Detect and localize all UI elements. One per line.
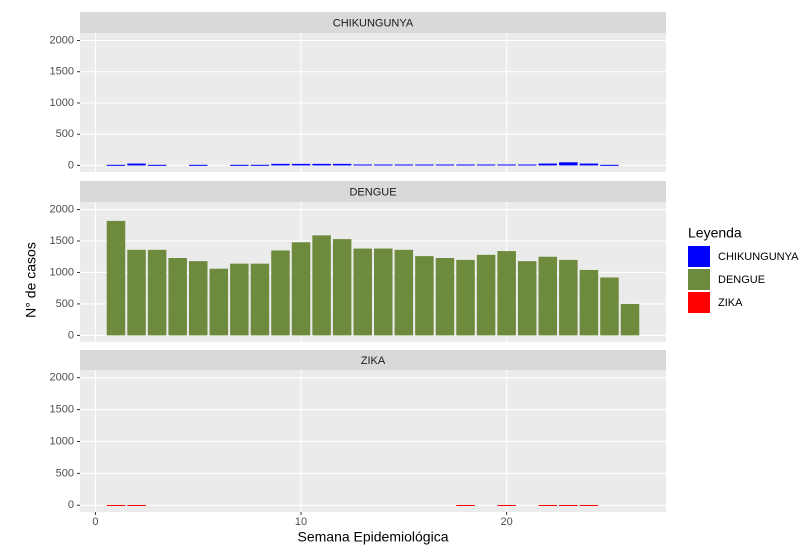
x-axis-label: Semana Epidemiológica xyxy=(298,529,449,545)
bar xyxy=(332,163,352,166)
bar xyxy=(394,164,414,166)
legend-label: CHIKUNGUNYA xyxy=(718,251,799,263)
legend-key xyxy=(688,269,710,290)
bar xyxy=(188,261,208,336)
bar xyxy=(250,164,270,166)
y-tick-label: 500 xyxy=(56,298,74,310)
bar xyxy=(374,248,393,336)
bar xyxy=(579,269,599,336)
bar xyxy=(250,263,270,336)
bar xyxy=(106,504,126,506)
bar xyxy=(312,235,331,336)
y-tick-label: 1500 xyxy=(50,235,74,247)
bar xyxy=(559,162,578,166)
strip-label: DENGUE xyxy=(349,186,396,198)
strip-label: ZIKA xyxy=(361,355,386,367)
y-axis-label: N° de casos xyxy=(23,242,39,318)
strip xyxy=(80,181,666,202)
bar xyxy=(415,164,434,166)
y-tick-label: 1500 xyxy=(50,66,74,78)
bar xyxy=(415,256,434,336)
bar xyxy=(476,164,496,166)
bar xyxy=(538,256,558,336)
bar xyxy=(353,164,372,166)
bar xyxy=(127,249,146,336)
bar xyxy=(517,261,537,336)
bar xyxy=(559,259,578,336)
bar xyxy=(127,163,146,166)
bar xyxy=(188,164,208,166)
bar xyxy=(497,251,516,336)
bar xyxy=(559,504,578,506)
bar xyxy=(147,249,167,336)
bar xyxy=(374,164,393,166)
bar xyxy=(497,164,516,166)
bar xyxy=(497,504,516,506)
legend-label: ZIKA xyxy=(718,297,743,309)
x-tick-label: 10 xyxy=(295,516,307,528)
bar xyxy=(353,248,372,336)
bar xyxy=(271,163,290,166)
strip xyxy=(80,350,666,370)
bar xyxy=(435,164,455,166)
y-tick-label: 2000 xyxy=(50,203,74,215)
bar xyxy=(332,239,352,336)
legend-title: Leyenda xyxy=(688,225,742,241)
bar xyxy=(476,254,496,336)
legend-label: DENGUE xyxy=(718,274,765,286)
y-tick-label: 2000 xyxy=(50,372,74,384)
y-tick-label: 0 xyxy=(68,499,74,511)
bar xyxy=(271,250,290,336)
bar xyxy=(579,504,599,506)
bar xyxy=(579,163,599,166)
bar xyxy=(209,268,229,336)
legend-key xyxy=(688,292,710,313)
bar xyxy=(291,163,311,166)
y-tick-label: 1000 xyxy=(50,97,74,109)
strip-label: CHIKUNGUNYA xyxy=(333,17,414,29)
legend-key xyxy=(688,246,710,267)
bar xyxy=(127,504,146,506)
bar xyxy=(517,164,537,166)
bar xyxy=(456,504,475,506)
bar xyxy=(291,242,311,336)
bar xyxy=(230,164,249,166)
bar xyxy=(147,164,167,166)
bar xyxy=(538,163,558,166)
bar xyxy=(106,164,126,166)
bar xyxy=(394,249,414,336)
y-tick-label: 500 xyxy=(56,467,74,479)
strip xyxy=(80,12,666,33)
bar xyxy=(600,277,619,336)
bar xyxy=(168,258,187,336)
y-tick-label: 1500 xyxy=(50,403,74,415)
y-tick-label: 1000 xyxy=(50,266,74,278)
x-tick-label: 20 xyxy=(501,516,513,528)
y-tick-label: 0 xyxy=(68,159,74,171)
bar xyxy=(312,163,331,166)
bar xyxy=(230,263,249,336)
y-tick-label: 0 xyxy=(68,329,74,341)
y-tick-label: 2000 xyxy=(50,34,74,46)
y-tick-label: 500 xyxy=(56,128,74,140)
y-tick-label: 1000 xyxy=(50,435,74,447)
bar xyxy=(456,259,475,336)
bar xyxy=(106,220,126,336)
bar xyxy=(456,164,475,166)
bar xyxy=(538,504,558,506)
x-tick-label: 0 xyxy=(92,516,98,528)
bar xyxy=(600,164,619,166)
bar xyxy=(620,303,640,336)
bar xyxy=(435,258,455,336)
